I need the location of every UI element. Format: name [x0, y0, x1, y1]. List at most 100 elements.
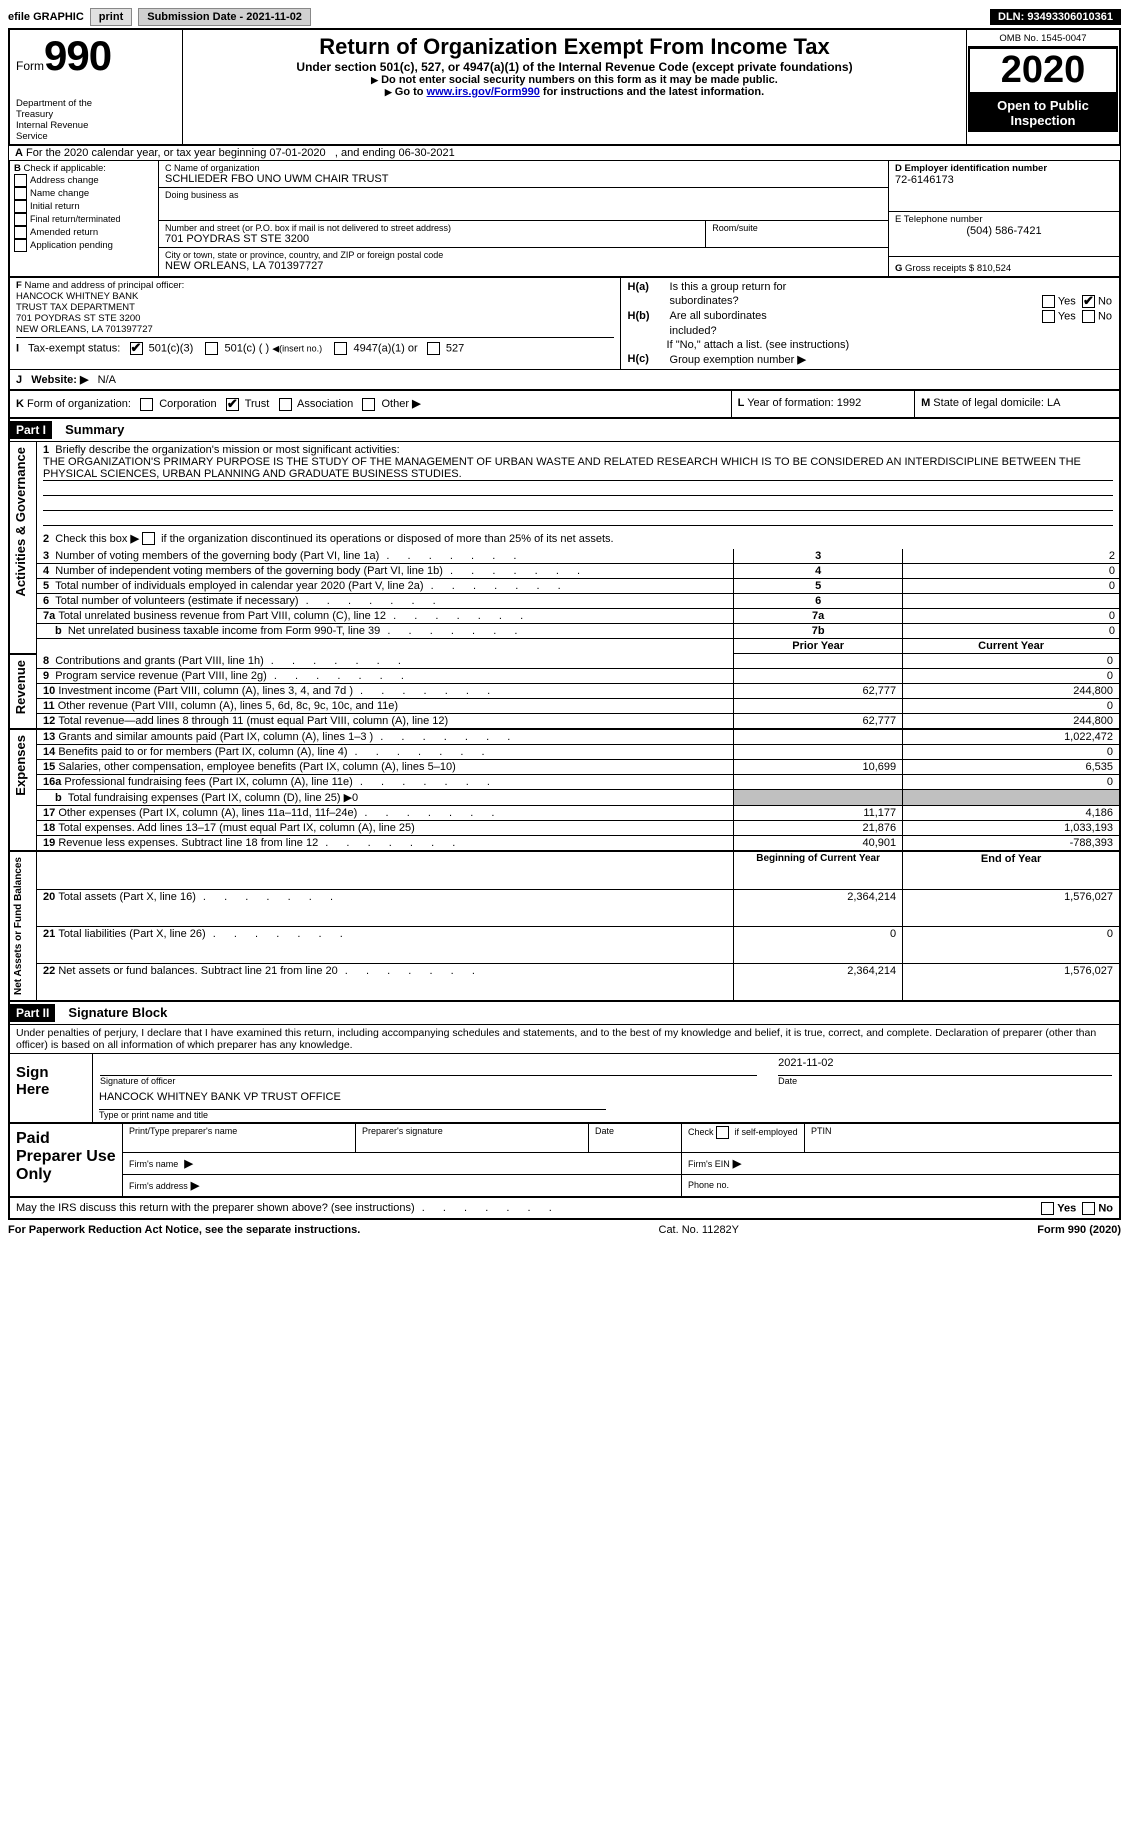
- rev-row-prior-2: 62,777: [734, 684, 903, 699]
- website-label: Website:: [31, 374, 77, 386]
- line2-text2: if the organization discontinued its ope…: [161, 533, 614, 545]
- gov-row-text-5: Net unrelated business taxable income fr…: [68, 625, 522, 637]
- form-prefix: Form: [16, 59, 44, 73]
- chk-name-change[interactable]: [14, 187, 27, 200]
- city-value: NEW ORLEANS, LA 701397727: [165, 260, 882, 272]
- chk-501c[interactable]: [205, 342, 218, 355]
- chk-final-return[interactable]: [14, 213, 27, 226]
- rev-row-prior-1: [734, 669, 903, 684]
- exp-row-text-3: Professional fundraising fees (Part IX, …: [64, 776, 494, 788]
- ein-value: 72-6146173: [895, 174, 1113, 186]
- inspection2: Inspection: [970, 113, 1116, 128]
- period-a-start: For the 2020 calendar year, or tax year …: [26, 147, 326, 159]
- instr1: Do not enter social security numbers on …: [381, 74, 778, 86]
- chk-ha-yes[interactable]: [1042, 295, 1055, 308]
- part1-table: Activities & Governance 1 Briefly descri…: [8, 442, 1121, 1003]
- firm-name-label: Firm's name: [129, 1159, 178, 1169]
- opt-final-return: Final return/terminated: [30, 214, 121, 224]
- chk-application-pending[interactable]: [14, 239, 27, 252]
- officer-line4: NEW ORLEANS, LA 701397727: [16, 324, 614, 335]
- exp-row-prior-6: 21,876: [734, 821, 903, 836]
- exp-row-prior-4: [734, 790, 903, 806]
- chk-trust[interactable]: [226, 398, 239, 411]
- name-label: C Name of organization: [165, 163, 882, 173]
- net-row-curr-0: 1,576,027: [903, 889, 1120, 926]
- chk-self-employed[interactable]: [716, 1126, 729, 1139]
- chk-irs-yes[interactable]: [1041, 1202, 1054, 1215]
- exp-row-text-0: Grants and similar amounts paid (Part IX…: [58, 731, 514, 743]
- net-row-num-2: 22: [43, 965, 55, 977]
- net-row-num-1: 21: [43, 928, 55, 940]
- opt-4947: 4947(a)(1) or: [353, 342, 417, 354]
- chk-address-change[interactable]: [14, 174, 27, 187]
- hc-label: H(c): [628, 353, 649, 365]
- phone-value: (504) 586-7421: [895, 225, 1113, 237]
- sig-date-label: Date: [778, 1076, 1112, 1086]
- chk-hb-yes[interactable]: [1042, 310, 1055, 323]
- section-fhi: F Name and address of principal officer:…: [8, 276, 1121, 370]
- opt-other: Other: [381, 398, 409, 410]
- footer-left: For Paperwork Reduction Act Notice, see …: [8, 1224, 360, 1236]
- gov-row-val-4: 0: [903, 609, 1120, 624]
- part2-header-row: Part II Signature Block: [8, 1002, 1121, 1025]
- section-l-label: L: [738, 397, 745, 409]
- hb-no: No: [1098, 310, 1112, 322]
- irs-yes: Yes: [1057, 1203, 1076, 1215]
- footer-mid: Cat. No. 11282Y: [659, 1224, 740, 1236]
- chk-corporation[interactable]: [140, 398, 153, 411]
- exp-row-curr-3: 0: [903, 775, 1120, 790]
- ptin-label: PTIN: [811, 1126, 1113, 1136]
- form-title: Return of Organization Exempt From Incom…: [193, 34, 956, 60]
- exp-row-text-7: Revenue less expenses. Subtract line 18 …: [58, 837, 459, 849]
- opt-501c3: 501(c)(3): [149, 342, 194, 354]
- chk-hb-no[interactable]: [1082, 310, 1095, 323]
- footer-right: Form 990 (2020): [1037, 1224, 1121, 1236]
- dln-label: DLN: 93493306010361: [990, 9, 1121, 25]
- section-j-label: J: [16, 374, 22, 386]
- officer-line3: 701 POYDRAS ST STE 3200: [16, 313, 614, 324]
- gov-row-num-3: 6: [43, 595, 49, 607]
- chk-other[interactable]: [362, 398, 375, 411]
- opt-association: Association: [297, 398, 353, 410]
- dept-line4: Service: [16, 131, 176, 142]
- rev-row-prior-0: [734, 654, 903, 669]
- org-name: SCHLIEDER FBO UNO UWM CHAIR TRUST: [165, 173, 882, 185]
- opt-trust: Trust: [245, 398, 270, 410]
- irs-no: No: [1098, 1203, 1113, 1215]
- chk-association[interactable]: [279, 398, 292, 411]
- gov-row-text-0: Number of voting members of the governin…: [55, 550, 520, 562]
- chk-amended-return[interactable]: [14, 226, 27, 239]
- prep-sig-label: Preparer's signature: [362, 1126, 582, 1136]
- dba-label: Doing business as: [165, 190, 882, 200]
- col-beginning: Beginning of Current Year: [734, 851, 903, 889]
- chk-501c3[interactable]: [130, 342, 143, 355]
- chk-initial-return[interactable]: [14, 200, 27, 213]
- instr2-post: for instructions and the latest informat…: [540, 86, 764, 98]
- chk-4947[interactable]: [334, 342, 347, 355]
- print-button[interactable]: print: [90, 8, 132, 26]
- chk-irs-no[interactable]: [1082, 1202, 1095, 1215]
- section-bcdefg: B Check if applicable: Address change Na…: [8, 161, 1121, 276]
- ha-label: H(a): [628, 281, 649, 293]
- may-irs-row: May the IRS discuss this return with the…: [8, 1198, 1121, 1220]
- period-a-end: , and ending 06-30-2021: [335, 147, 455, 159]
- gov-row-text-4: Total unrelated business revenue from Pa…: [58, 610, 527, 622]
- exp-row-num-4: b: [55, 792, 62, 804]
- opt-corporation: Corporation: [159, 398, 216, 410]
- sig-date-value: 2021-11-02: [778, 1057, 1112, 1076]
- opt-address-change: Address change: [30, 175, 99, 186]
- ha-no: No: [1098, 295, 1112, 307]
- section-f-label: F: [16, 280, 22, 291]
- opt-amended-return: Amended return: [30, 227, 98, 238]
- exp-row-text-4: Total fundraising expenses (Part IX, col…: [68, 792, 358, 804]
- chk-discontinued[interactable]: [142, 532, 155, 545]
- mission-text: THE ORGANIZATION'S PRIMARY PURPOSE IS TH…: [43, 456, 1113, 481]
- instr2-link[interactable]: www.irs.gov/Form990: [427, 86, 540, 98]
- chk-ha-no[interactable]: [1082, 295, 1095, 308]
- gov-row-text-2: Total number of individuals employed in …: [55, 580, 564, 592]
- hb-yes: Yes: [1058, 310, 1076, 322]
- net-row-prior-1: 0: [734, 926, 903, 963]
- gov-row-box-5: 7b: [734, 624, 903, 639]
- may-irs-text: May the IRS discuss this return with the…: [16, 1202, 556, 1214]
- chk-527[interactable]: [427, 342, 440, 355]
